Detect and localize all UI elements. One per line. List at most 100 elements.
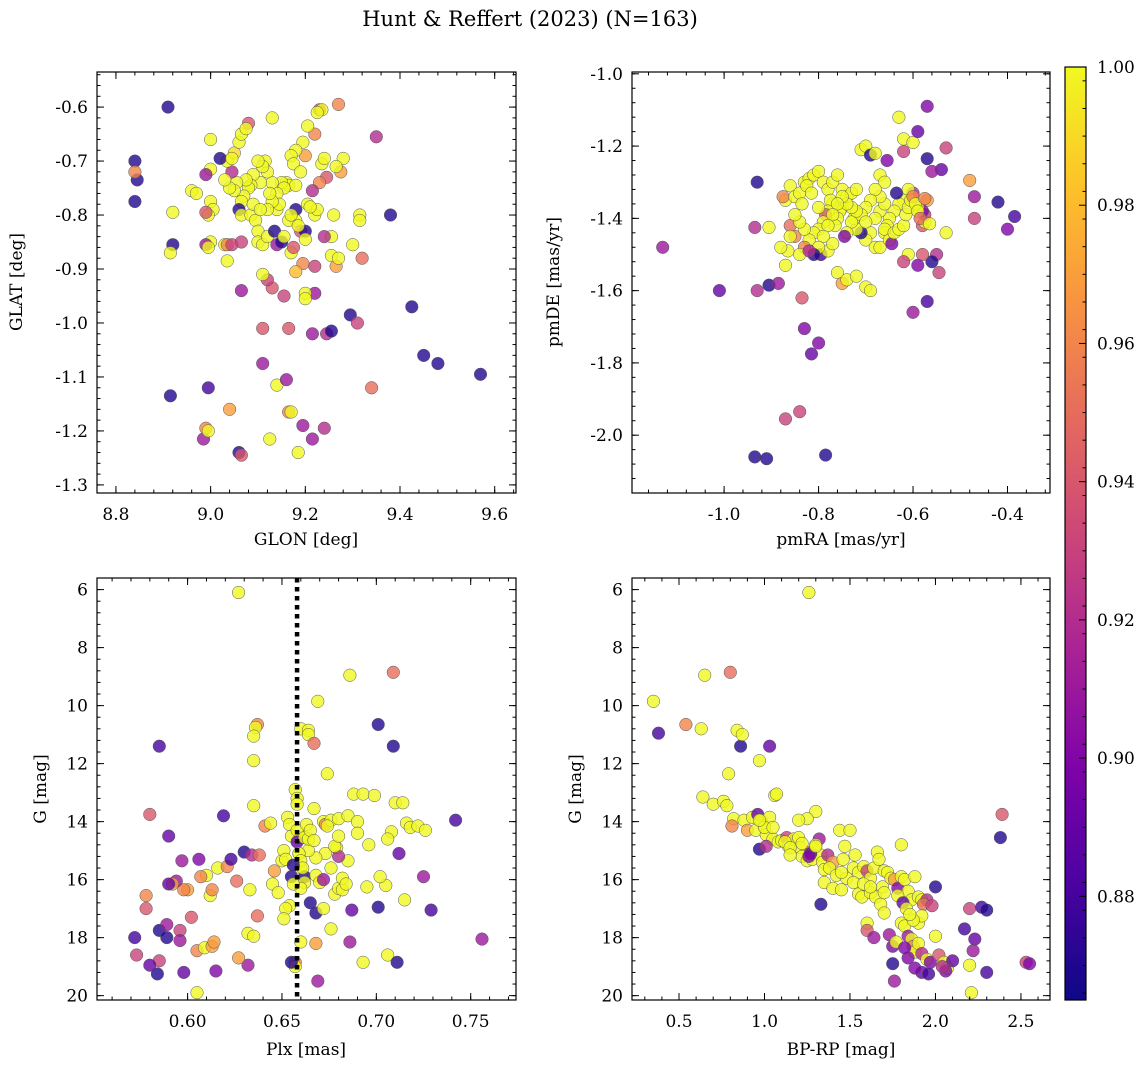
plx-g-point-15 (320, 767, 334, 781)
pmra-pmde-point-161 (774, 240, 788, 254)
pmra-pmde-point-112 (812, 200, 826, 215)
bprp-g-point-126 (887, 974, 901, 988)
plx-g-point-9 (371, 717, 385, 732)
bprp-g-point-137 (995, 807, 1009, 821)
colorbar-tick-label: 0.90 (1097, 749, 1135, 769)
plx-g-point-91 (160, 918, 174, 932)
glon-glat-point-143 (277, 230, 291, 244)
plx-g-xtick-label: 0.75 (452, 1012, 490, 1032)
bprp-g-point-4 (694, 722, 708, 736)
glon-glat-point-33 (305, 327, 319, 341)
bprp-g-point-49 (802, 849, 816, 863)
plx-g-point-65 (416, 870, 431, 884)
plx-g-point-73 (324, 922, 338, 936)
glon-glat-point-43 (289, 265, 303, 279)
plx-g-point-122 (243, 883, 257, 897)
pmra-pmde-xlabel: pmRA [mas/yr] (776, 530, 905, 550)
glon-glat-point-55 (369, 130, 383, 144)
pmra-pmde-point-115 (826, 237, 840, 251)
glon-glat-point-41 (298, 292, 312, 306)
bprp-g-point-53 (795, 836, 809, 850)
glon-glat-point-116 (204, 132, 218, 147)
glon-glat-point-109 (213, 151, 227, 165)
glon-glat-point-9 (201, 381, 215, 395)
glon-glat-ytick-label: -1.0 (55, 314, 88, 334)
pmra-pmde-point-86 (837, 229, 852, 243)
glon-glat-point-47 (331, 251, 346, 265)
glon-glat-xtick-label: 9.4 (386, 505, 413, 525)
plx-g-point-10 (386, 739, 400, 753)
bprp-g-xtick-label: 2.5 (1007, 1012, 1034, 1032)
plx-g-point-83 (190, 986, 204, 1000)
plx-g-point-128 (264, 816, 278, 830)
pmra-pmde-point-10 (778, 412, 793, 426)
bprp-g-xtick-label: 0.5 (665, 1012, 692, 1032)
pmra-pmde-point-152 (816, 229, 830, 243)
plx-g-point-16 (247, 799, 261, 813)
pmra-pmde-point-35 (880, 153, 894, 168)
pmra-pmde-point-44 (939, 141, 953, 155)
pmra-pmde-point-51 (1000, 222, 1015, 236)
glon-glat-point-35 (277, 289, 291, 303)
bprp-g-ytick-label: 16 (601, 871, 623, 891)
plx-g-point-87 (143, 958, 157, 972)
bprp-g-ylabel: G [mag] (566, 754, 586, 823)
glon-glat-point-51 (405, 300, 419, 314)
pmra-pmde-point-57 (911, 258, 925, 272)
plx-g-point-126 (252, 848, 266, 862)
bprp-g-point-133 (964, 986, 978, 1000)
plx-g-point-112 (139, 889, 153, 903)
glon-glat-point-16 (256, 356, 270, 371)
plx-g-point-39 (350, 826, 365, 840)
plx-g-ticks: 0.60 0.65 0.70 0.75 6 8 10 12 14 16 18 20 (66, 577, 516, 1032)
colorbar-tick-label: 0.94 (1097, 473, 1135, 493)
glon-glat-point-52 (417, 348, 431, 362)
pmra-pmde-point-32 (868, 146, 882, 160)
bprp-g-ytick-label: 18 (601, 929, 623, 949)
pmra-pmde-point-4 (750, 284, 764, 298)
plx-g-point-156 (332, 829, 346, 843)
pmra-pmde-point-61 (897, 255, 911, 269)
plx-g-point-149 (307, 833, 321, 848)
pmra-pmde-point-155 (802, 244, 816, 258)
panel-glon-glat: 8.8 9.0 9.2 9.4 9.6 -0.6 -0.7 -0.8 -0.9 -1.0 -1.1 -… (7, 71, 517, 550)
pmra-pmde-ytick-label: -1.8 (590, 354, 623, 374)
plx-g-point-63 (392, 846, 406, 861)
glon-glat-point-25 (317, 421, 331, 435)
pmra-pmde-points (656, 99, 1022, 466)
plx-g-ytick-label: 18 (66, 929, 88, 949)
pmra-pmde-point-137 (918, 191, 932, 206)
pmra-pmde-point-46 (963, 173, 977, 187)
pmra-pmde-ytick-label: -1.0 (590, 65, 623, 85)
bprp-g-point-88 (834, 883, 848, 897)
plx-g-point-88 (130, 948, 144, 962)
plx-g-point-158 (339, 877, 353, 891)
plx-g-point-2 (343, 668, 357, 682)
bprp-g-point-160 (867, 931, 881, 945)
bprp-g-xtick-label: 1.5 (836, 1012, 863, 1032)
bprp-g-point-77 (908, 870, 922, 884)
pmra-pmde-point-105 (776, 190, 790, 204)
bprp-g-point-116 (957, 922, 972, 936)
plx-g-point-111 (139, 902, 153, 916)
glon-glat-point-21 (284, 405, 298, 419)
pmra-pmde-point-159 (783, 229, 797, 243)
plx-g-point-38 (350, 815, 365, 829)
glon-glat-ytick-label: -0.6 (55, 98, 88, 118)
plx-g-frame (96, 577, 517, 1001)
plx-g-point-0 (232, 585, 246, 600)
glon-glat-point-83 (298, 232, 312, 246)
panel-bprp-g: 0.5 1.0 1.5 2.0 2.5 6 8 10 12 14 16 18 20 BP-RP [mag… (566, 577, 1051, 1060)
colorbar-tick-label: 0.88 (1097, 887, 1135, 907)
plx-g-point-14 (307, 736, 321, 750)
plx-g-point-101 (205, 883, 219, 897)
glon-glat-point-160 (291, 219, 305, 233)
glon-glat-point-7 (166, 205, 180, 219)
pmra-pmde-point-24 (830, 168, 845, 182)
pmra-pmde-point-150 (826, 208, 840, 222)
plx-g-xlabel: Plx [mas] (266, 1040, 346, 1060)
glon-glat-ytick-label: -0.7 (55, 152, 88, 172)
bprp-g-point-2 (651, 726, 666, 740)
glon-glat-point-107 (218, 173, 232, 187)
pmra-pmde-xtick-label: -0.4 (991, 505, 1024, 525)
